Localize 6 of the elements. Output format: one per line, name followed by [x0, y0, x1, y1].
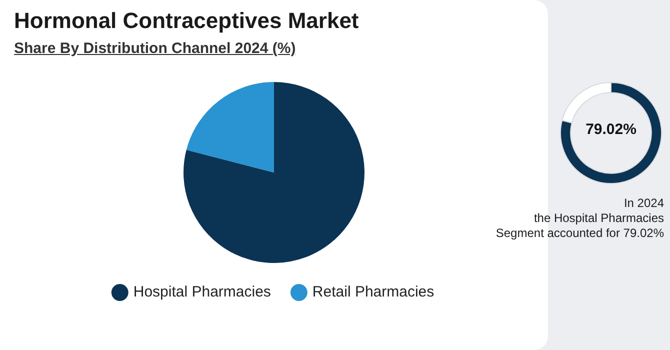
- chart-title: Hormonal Contraceptives Market: [14, 8, 359, 34]
- text: 79.02%: [584, 121, 638, 138]
- text: In 2024 the Hospital Pharmacies Segment accounted for 79.02%: [494, 196, 664, 241]
- legend-label: Retail Pharmacies: [312, 284, 434, 301]
- legend-label: Hospital Pharmacies: [133, 284, 271, 301]
- chart-subtitle: Share By Distribution Channel 2024 (%): [14, 40, 296, 57]
